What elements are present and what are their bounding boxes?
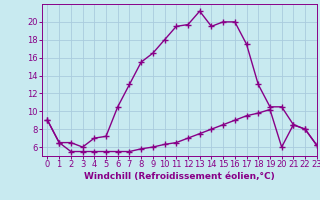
X-axis label: Windchill (Refroidissement éolien,°C): Windchill (Refroidissement éolien,°C) xyxy=(84,172,275,181)
